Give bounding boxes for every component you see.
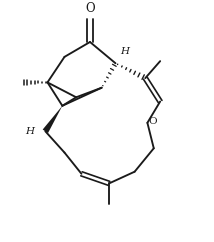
Text: O: O (85, 2, 95, 15)
Text: H: H (25, 127, 34, 136)
Text: H: H (120, 47, 129, 56)
Polygon shape (43, 106, 62, 133)
Text: O: O (148, 117, 157, 126)
